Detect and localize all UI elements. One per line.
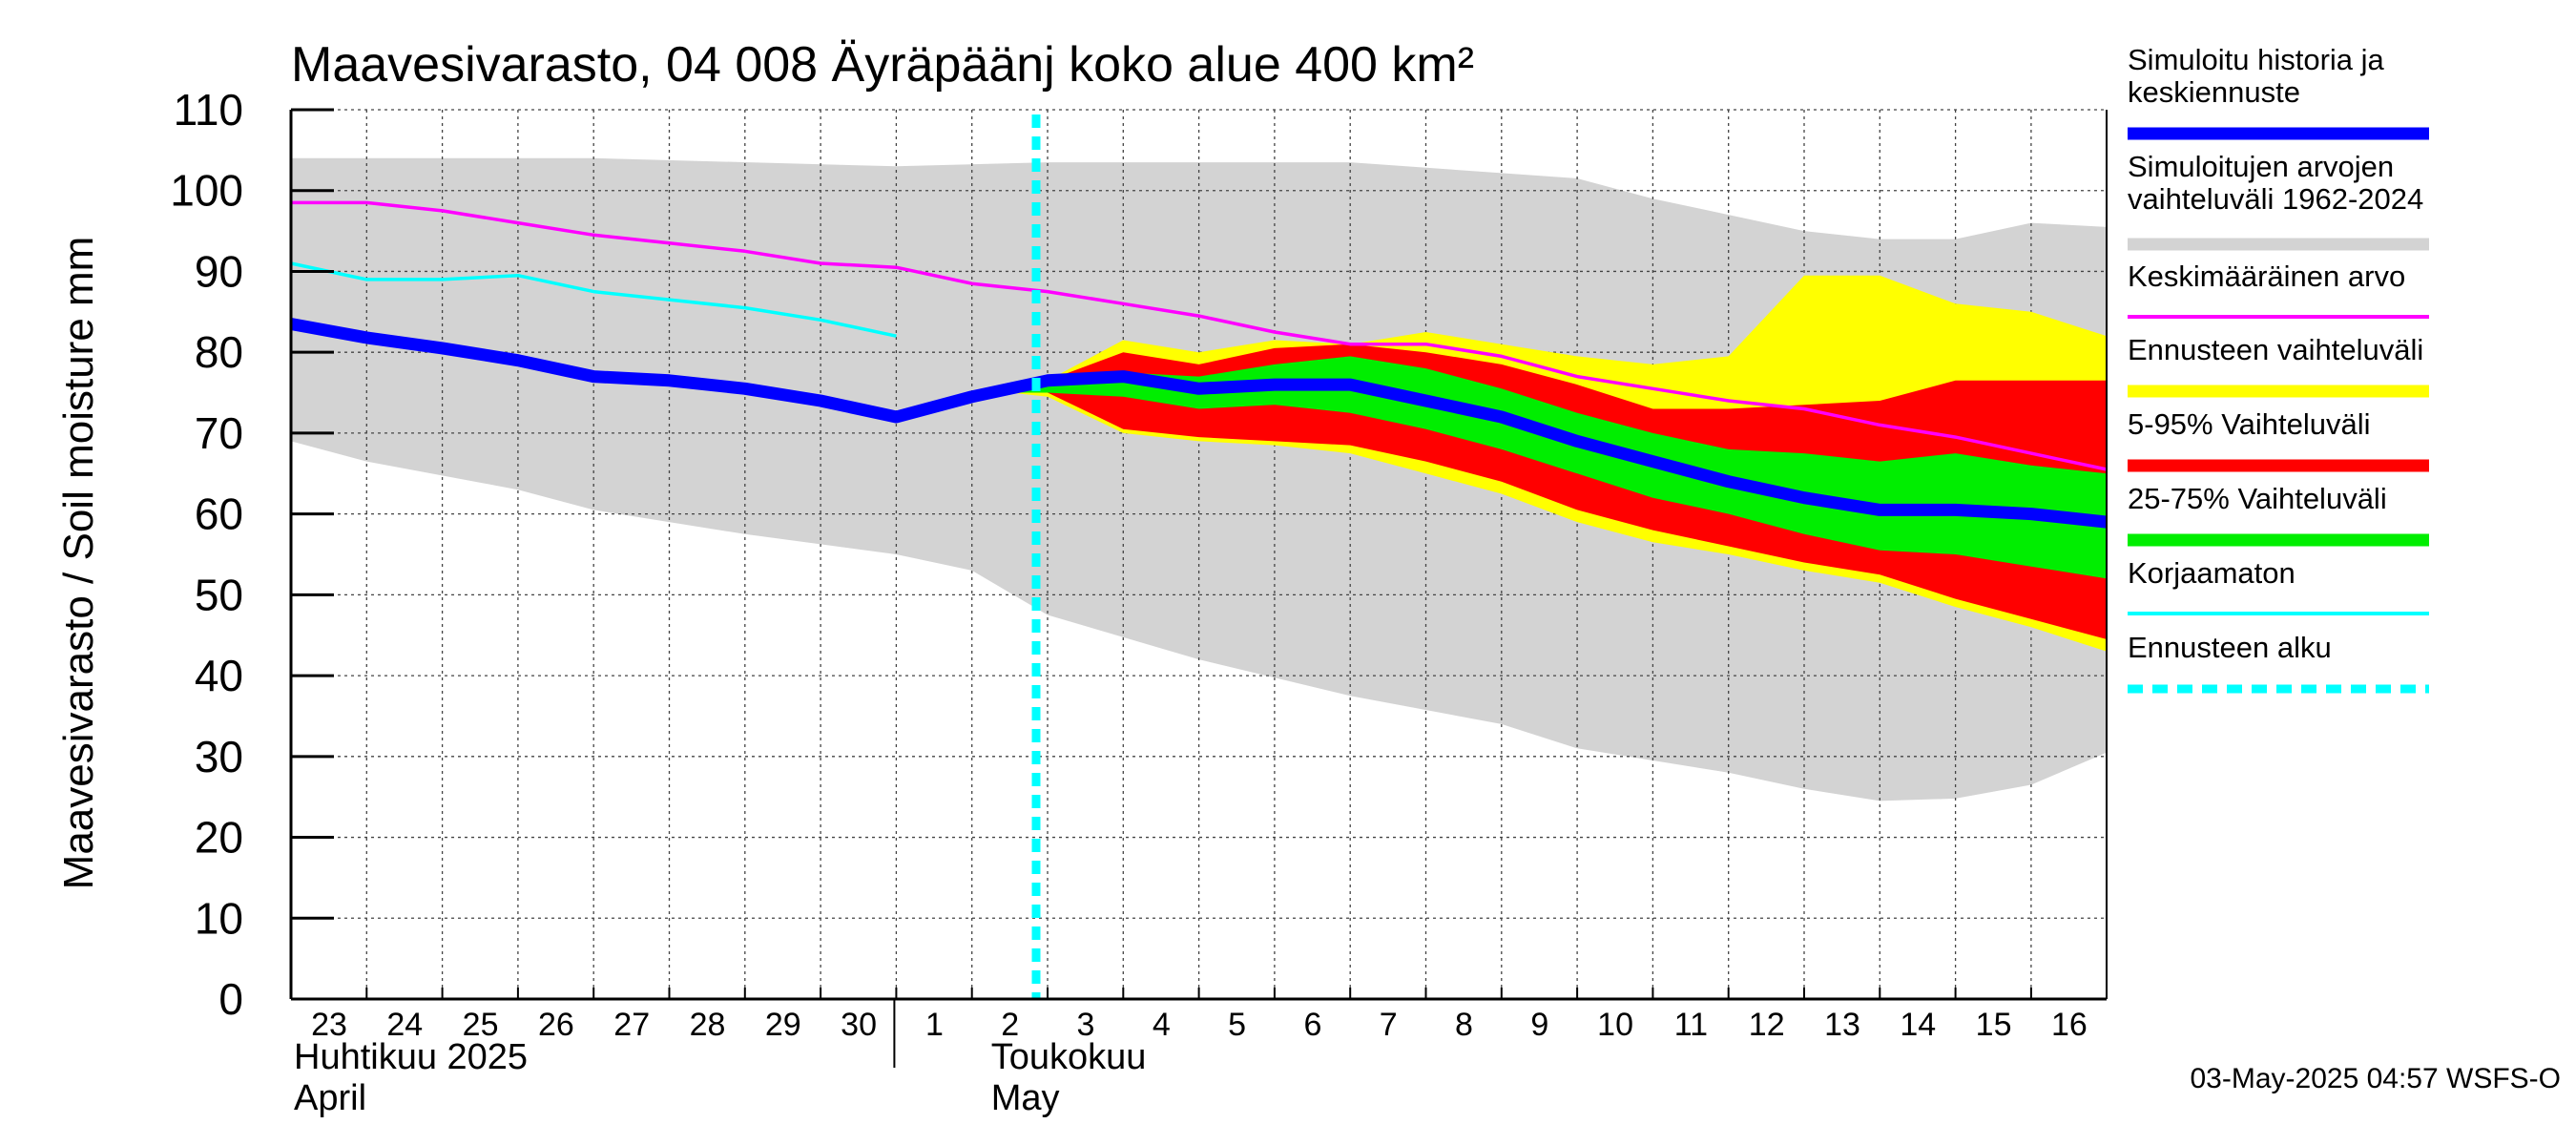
x-tick-label: 11	[1674, 1007, 1708, 1043]
x-tick-label: 12	[1749, 1007, 1785, 1043]
y-axis-ticks: 0 10 20 30 40 50 60 70 80 90 100 110	[170, 85, 334, 1024]
x-tick-label: 8	[1455, 1007, 1473, 1043]
y-tick-label: 10	[195, 893, 243, 943]
y-tick-label: 60	[195, 489, 243, 539]
legend-label: 5-95% Vaihteluväli	[2128, 407, 2370, 441]
y-axis-label: Maavesivarasto / Soil moisture mm	[55, 237, 102, 890]
x-tick-label: 14	[1900, 1007, 1936, 1043]
grid-lines	[291, 109, 2107, 999]
month-label-en: May	[991, 1078, 1060, 1118]
x-tick-label: 7	[1380, 1007, 1398, 1043]
month-label-fi: Toukokuu	[991, 1037, 1147, 1077]
legend-label: Simuloitu historia ja	[2128, 43, 2385, 76]
x-tick-label: 30	[841, 1007, 877, 1043]
x-tick-label: 25	[463, 1007, 499, 1043]
x-axis-ticks: 23 24 25 26 27 28 29 30 1 2 3 4 5 6 7 8 9 10 11 12 13 14 15 16H…	[290, 988, 2088, 1118]
legend-label: vaihteluväli 1962-2024	[2128, 182, 2423, 216]
uncorrected-line	[290, 261, 897, 338]
y-tick-label: 30	[195, 732, 243, 781]
y-tick-label: 110	[174, 85, 243, 135]
p5-95-range-area	[1009, 344, 2108, 639]
legend-label: Ennusteen vaihteluväli	[2128, 333, 2423, 366]
legend-label: 25-75% Vaihteluväli	[2128, 482, 2387, 515]
x-tick-label: 3	[1077, 1007, 1095, 1043]
forecast-bands	[1009, 275, 2108, 652]
x-tick-label: 24	[386, 1007, 423, 1043]
x-tick-label: 1	[925, 1007, 944, 1043]
y-tick-label: 0	[218, 974, 243, 1024]
x-tick-label: 28	[690, 1007, 726, 1043]
mean-value-line	[291, 200, 2108, 471]
month-label-en: April	[294, 1078, 366, 1118]
x-tick-label: 5	[1228, 1007, 1246, 1043]
series-lines	[289, 200, 2108, 529]
x-tick-label: 6	[1303, 1007, 1321, 1043]
y-tick-label: 90	[195, 246, 243, 296]
x-tick-label: 10	[1597, 1007, 1633, 1043]
y-tick-label: 100	[170, 166, 243, 216]
x-tick-label: 26	[538, 1007, 574, 1043]
y-tick-label: 40	[195, 651, 243, 700]
y-tick-label: 50	[195, 570, 243, 619]
month-label-fi: Huhtikuu 2025	[294, 1037, 528, 1077]
x-tick-label: 2	[1001, 1007, 1019, 1043]
x-tick-label: 4	[1153, 1007, 1171, 1043]
x-tick-label: 23	[311, 1007, 347, 1043]
simulated-history-forecast-line	[289, 318, 2108, 529]
x-tick-label: 27	[613, 1007, 650, 1043]
y-tick-label: 70	[195, 408, 243, 458]
x-tick-label: 9	[1530, 1007, 1548, 1043]
timestamp-footer: 03-May-2025 04:57 WSFS-O	[2191, 1063, 2562, 1094]
legend-label: keskiennuste	[2128, 75, 2300, 109]
chart-title: Maavesivarasto, 04 008 Äyräpäänj koko al…	[291, 37, 1474, 93]
legend-label: Korjaamaton	[2128, 556, 2296, 590]
legend-label: Keskimääräinen arvo	[2128, 260, 2405, 293]
legend-label: Ennusteen alku	[2128, 631, 2332, 664]
x-tick-label: 15	[1976, 1007, 2012, 1043]
y-tick-label: 80	[195, 327, 243, 377]
legend-label: Simuloitujen arvojen	[2128, 150, 2394, 183]
p25-75-range-area	[1009, 356, 2108, 579]
y-tick-label: 20	[195, 813, 243, 863]
x-tick-label: 16	[2051, 1007, 2088, 1043]
x-tick-label: 29	[765, 1007, 801, 1043]
x-tick-label: 13	[1824, 1007, 1860, 1043]
